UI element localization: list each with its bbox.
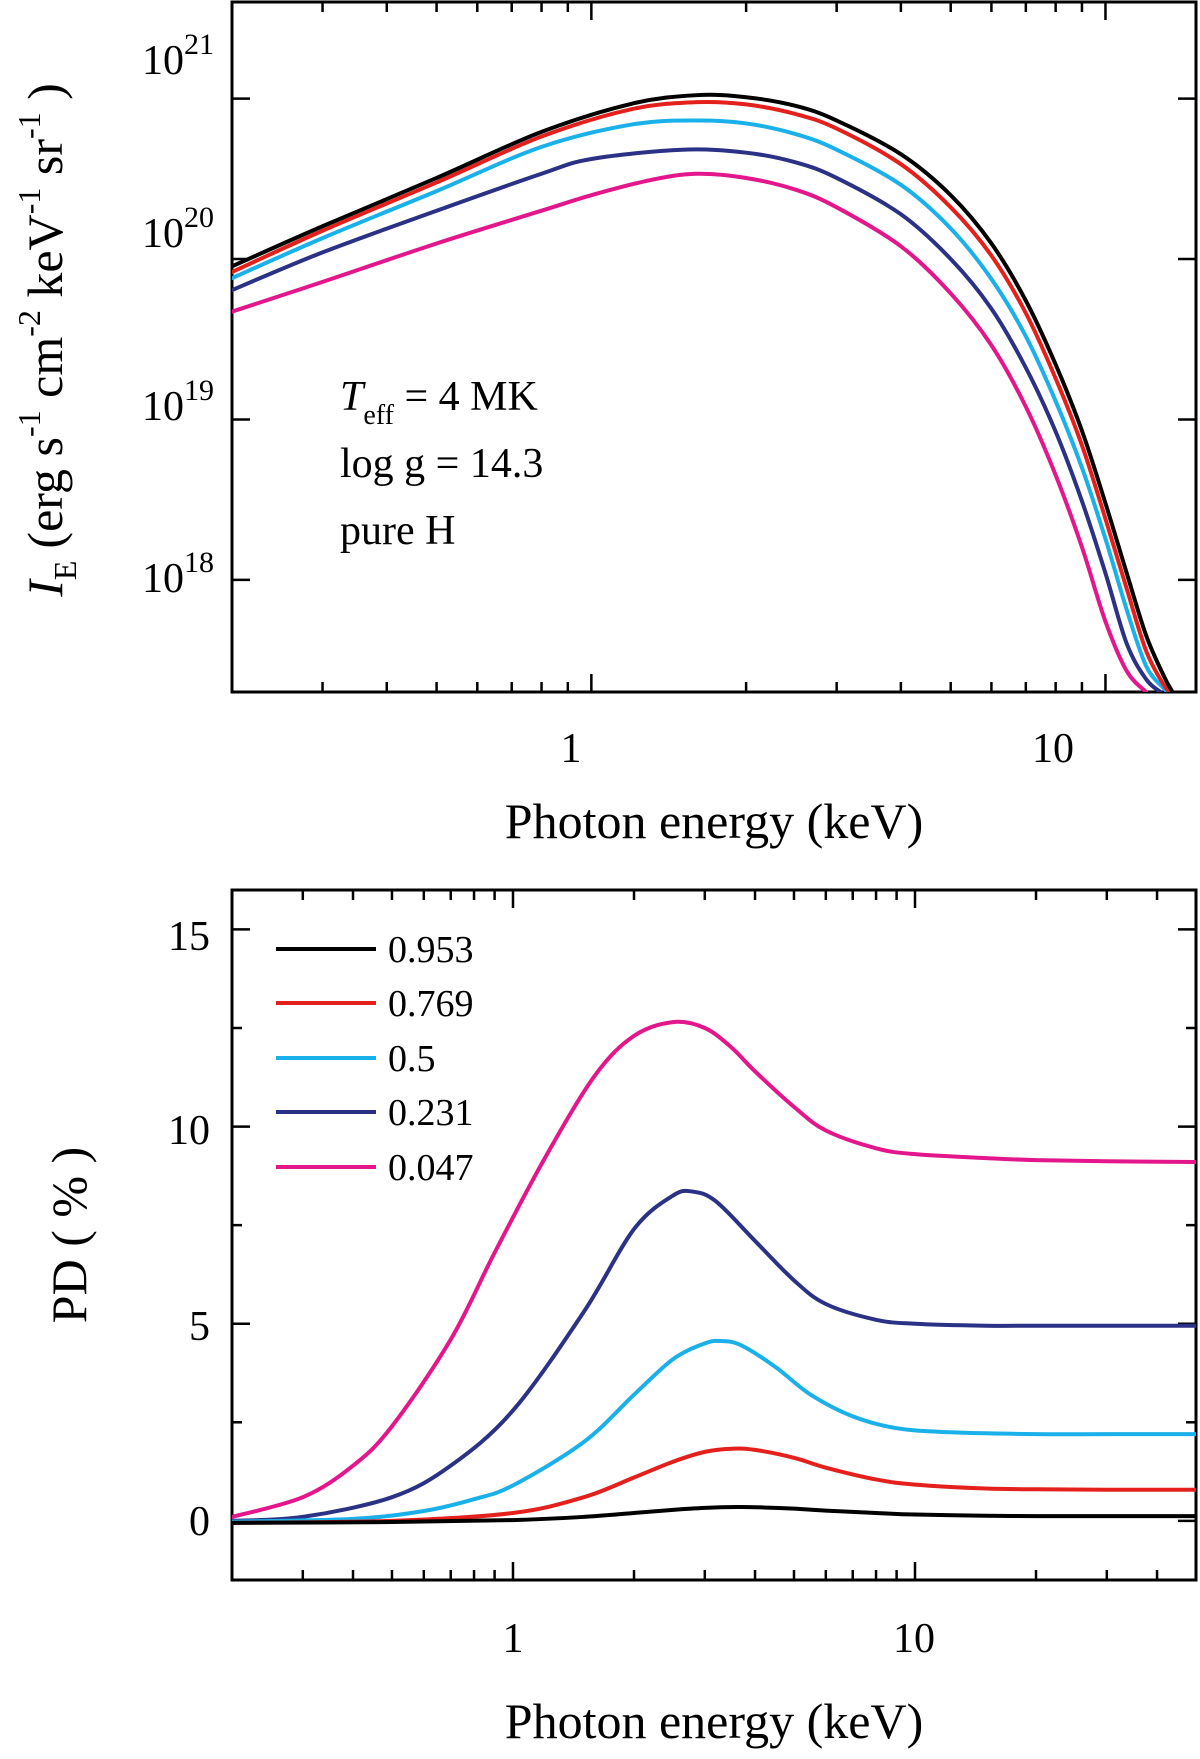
spectrum-ytick-label-1e19: 1019 xyxy=(142,374,214,430)
spectrum-xtick-label-10: 10 xyxy=(1032,726,1074,772)
pd-series-0.5 xyxy=(232,1338,1196,1524)
pd-plot-frame xyxy=(230,888,1198,1582)
pd-series-0.231 xyxy=(232,1188,1196,1523)
pd-x-axis-title: Photon energy (keV) xyxy=(505,1693,923,1749)
legend-label-0.231: 0.231 xyxy=(388,1092,474,1134)
spectrum-series-0.231 xyxy=(232,147,1163,692)
pd-legend: 0.953 0.769 0.5 0.231 0.047 xyxy=(276,929,474,1189)
spectrum-series-0.5 xyxy=(232,118,1170,692)
pd-series-0.047 xyxy=(232,1019,1196,1519)
legend-label-0.769: 0.769 xyxy=(388,983,474,1025)
spectrum-ticks xyxy=(230,2,1196,692)
pd-ytick-label-0: 0 xyxy=(189,1499,210,1545)
spectrum-ytick-label-1e20: 1020 xyxy=(142,201,214,257)
spectrum-panel: 1 10 1021 1020 1019 1018 Photon energy (… xyxy=(11,0,1198,849)
spectrum-y-axis-title: IE(erg s-1 cm-2 keV-1 sr-1 ) xyxy=(11,83,83,598)
pd-series-group xyxy=(232,1019,1196,1525)
spectrum-series-0.047 xyxy=(232,171,1149,692)
spectrum-series-0.769 xyxy=(232,99,1173,692)
spectrum-ytick-label-1e18: 1018 xyxy=(142,546,214,602)
legend-label-0.5: 0.5 xyxy=(388,1038,436,1080)
annotation-composition: pure H xyxy=(340,508,455,554)
legend-label-0.953: 0.953 xyxy=(388,929,474,971)
pd-ytick-label-15: 15 xyxy=(168,914,210,960)
pd-series-0.769 xyxy=(232,1446,1196,1525)
spectrum-series-0.953 xyxy=(232,92,1175,692)
spectrum-series-group xyxy=(232,92,1175,692)
pd-panel: 1 10 0 5 10 15 Photon energy (keV) PD ( … xyxy=(41,888,1198,1749)
pd-ticks xyxy=(230,890,1198,1580)
pd-y-axis-title: PD ( % ) xyxy=(41,1147,97,1323)
pd-series-0.953 xyxy=(232,1505,1196,1525)
pd-xtick-label-1: 1 xyxy=(503,1616,524,1662)
legend-label-0.047: 0.047 xyxy=(388,1147,474,1189)
spectrum-xtick-label-1: 1 xyxy=(561,726,582,772)
pd-ytick-label-5: 5 xyxy=(189,1304,210,1350)
spectrum-plot-frame xyxy=(230,0,1198,694)
spectrum-x-axis-title: Photon energy (keV) xyxy=(505,793,923,849)
spectrum-ytick-label-1e21: 1021 xyxy=(142,28,214,84)
pd-xtick-label-10: 10 xyxy=(893,1616,935,1662)
annotation-logg: log g = 14.3 xyxy=(340,441,543,487)
annotation-teff: Teff = 4 MK xyxy=(340,374,538,431)
pd-ytick-label-10: 10 xyxy=(168,1108,210,1154)
